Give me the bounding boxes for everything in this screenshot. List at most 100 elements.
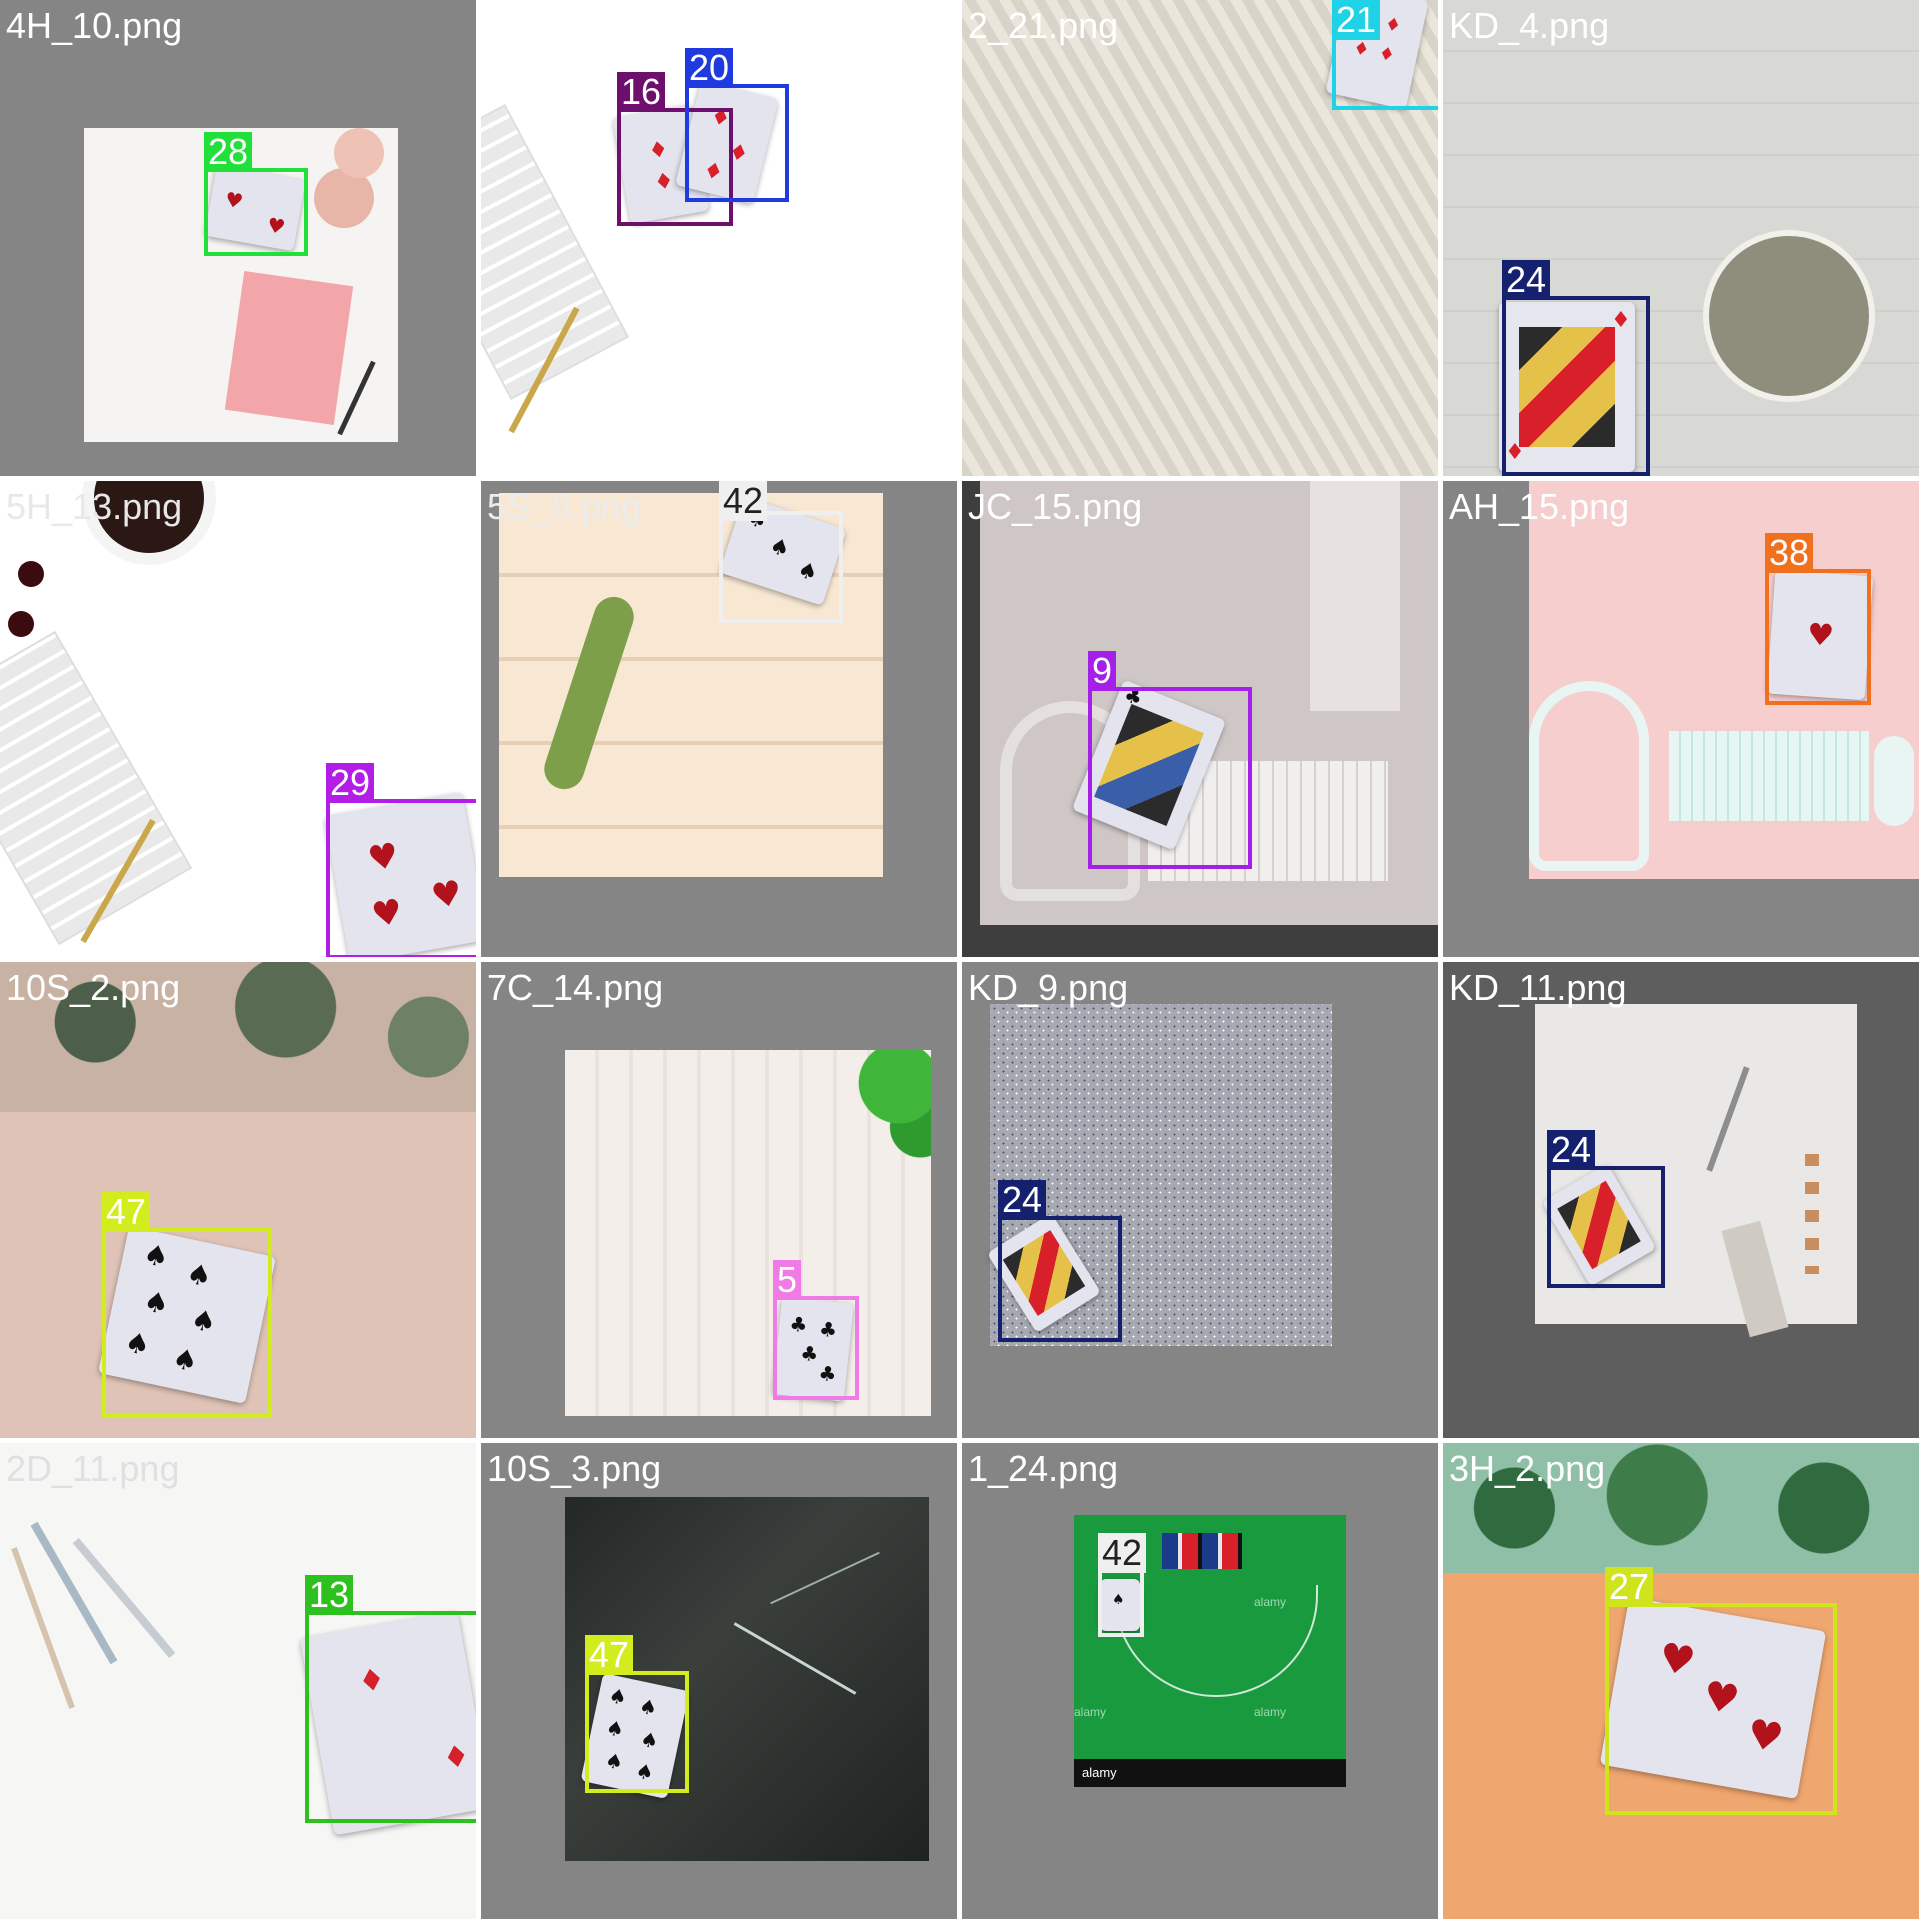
tile-ah-15[interactable]: ♥ 38 AH_15.png xyxy=(1443,481,1919,957)
flower xyxy=(314,168,374,228)
headphones xyxy=(1529,681,1649,871)
bbox-label: 38 xyxy=(1765,533,1814,573)
bbox-42[interactable] xyxy=(719,511,843,623)
bbox-16[interactable] xyxy=(617,108,733,226)
tile-1-24[interactable]: alamy alamy alamy alamy ♠ 42 1_24.png xyxy=(962,1443,1438,1919)
photo xyxy=(565,1050,931,1416)
bbox-label: 21 xyxy=(1332,0,1381,40)
watermark-text: alamy xyxy=(1082,1765,1117,1780)
tile-7c-14[interactable]: ♣ ♣ ♣ ♣ 5 7C_14.png xyxy=(481,962,957,1438)
pencil xyxy=(72,1537,176,1659)
spade-pip: ♠ xyxy=(1112,1592,1125,1608)
keyboard xyxy=(0,630,193,946)
bbox-13[interactable] xyxy=(305,1611,476,1823)
keyboard xyxy=(1669,731,1869,821)
bbox-9[interactable] xyxy=(1088,687,1252,869)
flower xyxy=(334,128,384,178)
bbox-label: 47 xyxy=(585,1635,634,1675)
bbox-24[interactable] xyxy=(998,1216,1122,1342)
bbox-label: 29 xyxy=(326,763,375,803)
tile-2-21[interactable]: ♦ ♦ ♦ ♦ 21 2_21.png xyxy=(962,0,1438,476)
bbox-24[interactable] xyxy=(1547,1166,1665,1288)
filename-label: 5H_13.png xyxy=(6,486,183,527)
bbox-label: 28 xyxy=(204,132,253,172)
photo xyxy=(980,481,1438,925)
bbox-label: 47 xyxy=(102,1192,151,1232)
tile-3h-2[interactable]: ♥ ♥ ♥ 27 3H_2.png xyxy=(1443,1443,1919,1919)
filename-label: KD_4.png xyxy=(1449,5,1610,46)
foliage xyxy=(0,962,476,1112)
bbox-label: 24 xyxy=(998,1180,1047,1220)
diamond-pip: ♦ xyxy=(1611,308,1631,333)
pencils xyxy=(1706,1066,1750,1172)
notebook xyxy=(1310,481,1400,711)
bbox-20[interactable] xyxy=(685,84,789,202)
filename-label: 2D_11.png xyxy=(6,1448,180,1489)
cherry xyxy=(18,561,44,587)
filename-label: 10S_3.png xyxy=(487,1448,662,1489)
notebook xyxy=(224,271,354,425)
bbox-38[interactable] xyxy=(1765,569,1871,705)
cherry xyxy=(8,611,34,637)
marble-vein xyxy=(733,1622,857,1695)
bbox-label: 16 xyxy=(617,72,666,112)
bbox-label: 20 xyxy=(685,48,734,88)
bbox-label: 27 xyxy=(1605,1567,1654,1607)
filename-label: 1_24.png xyxy=(968,1448,1119,1489)
bbox-label: 42 xyxy=(1098,1533,1147,1573)
table-arc xyxy=(1114,1585,1318,1697)
bbox-28[interactable] xyxy=(204,168,308,256)
diamond-pip: ♦ xyxy=(1505,440,1525,465)
bbox-label: 24 xyxy=(1547,1130,1596,1170)
filename-label: 10S_2.png xyxy=(6,967,181,1008)
bbox-27[interactable] xyxy=(1605,1603,1837,1815)
tile-kd-4[interactable]: ♦ ♦ 24 KD_4.png xyxy=(1443,0,1919,476)
filename-label: AH_15.png xyxy=(1449,486,1630,527)
leaves xyxy=(825,1050,931,1160)
bbox-label: 9 xyxy=(1088,651,1117,691)
watermark-text: alamy xyxy=(1254,1595,1287,1609)
bbox-47[interactable] xyxy=(102,1228,272,1418)
watermark-text: alamy xyxy=(1254,1705,1287,1719)
tile-2d-11[interactable]: ♦ ♦ 13 2D_11.png xyxy=(0,1443,476,1919)
bbox-24[interactable] xyxy=(1502,296,1650,476)
plant-pot xyxy=(1703,230,1875,402)
tile-kd-11[interactable]: 24 KD_11.png xyxy=(1443,962,1919,1438)
chips xyxy=(1162,1533,1242,1569)
filename-label: 2_21.png xyxy=(968,5,1119,46)
tile-5s-6[interactable]: ♠ ♠ ♠ 42 5S_6.png xyxy=(481,481,957,957)
king-figure xyxy=(1519,327,1615,447)
bbox-21[interactable] xyxy=(1332,0,1438,110)
herb-bundle xyxy=(539,591,639,795)
tile-4h-10[interactable]: ♥ ♥ 28 4H_10.png xyxy=(0,0,476,476)
ruler xyxy=(1721,1220,1789,1338)
pencil xyxy=(337,360,376,436)
filename-label: 3H_2.png xyxy=(1449,1448,1606,1489)
bbox-label: 13 xyxy=(305,1575,354,1615)
playing-card: ♠ xyxy=(1100,1579,1140,1631)
filename-label: 5_29.png xyxy=(487,5,638,46)
keyboard xyxy=(481,103,630,401)
watermark-text: alamy xyxy=(1074,1705,1107,1719)
tile-10s-2[interactable]: ♠ ♠ ♠ ♠ ♠ ♠ 47 10S_2.png xyxy=(0,962,476,1438)
tile-5h-13[interactable]: ♥ ♥ ♥ 29 5H_13.png xyxy=(0,481,476,957)
tile-5-29[interactable]: ♦ ♦ ♦ ♦ ♦ 16 20 5_29.png xyxy=(481,0,957,476)
playing-card: ♦ ♦ xyxy=(1499,302,1635,472)
bbox-47[interactable] xyxy=(585,1671,689,1793)
filename-label: 4H_10.png xyxy=(6,5,183,46)
bbox-5[interactable] xyxy=(773,1296,859,1400)
filename-label: KD_9.png xyxy=(968,967,1129,1008)
bbox-29[interactable] xyxy=(326,799,476,957)
tile-jc-15[interactable]: ♣ 9 JC_15.png xyxy=(962,481,1438,957)
bbox-label: 42 xyxy=(719,481,768,521)
foliage xyxy=(1443,1443,1919,1573)
tile-10s-3[interactable]: ♠ ♠ ♠ ♠ ♠ ♠ 47 10S_3.png xyxy=(481,1443,957,1919)
watermark-bar: alamy xyxy=(1074,1759,1346,1787)
tile-kd-9[interactable]: 24 KD_9.png xyxy=(962,962,1438,1438)
bbox-42[interactable] xyxy=(1098,1569,1144,1637)
bbox-label: 24 xyxy=(1502,260,1551,300)
bbox-label: 5 xyxy=(773,1260,802,1300)
marble-vein xyxy=(770,1551,880,1605)
mouse xyxy=(1874,736,1914,826)
